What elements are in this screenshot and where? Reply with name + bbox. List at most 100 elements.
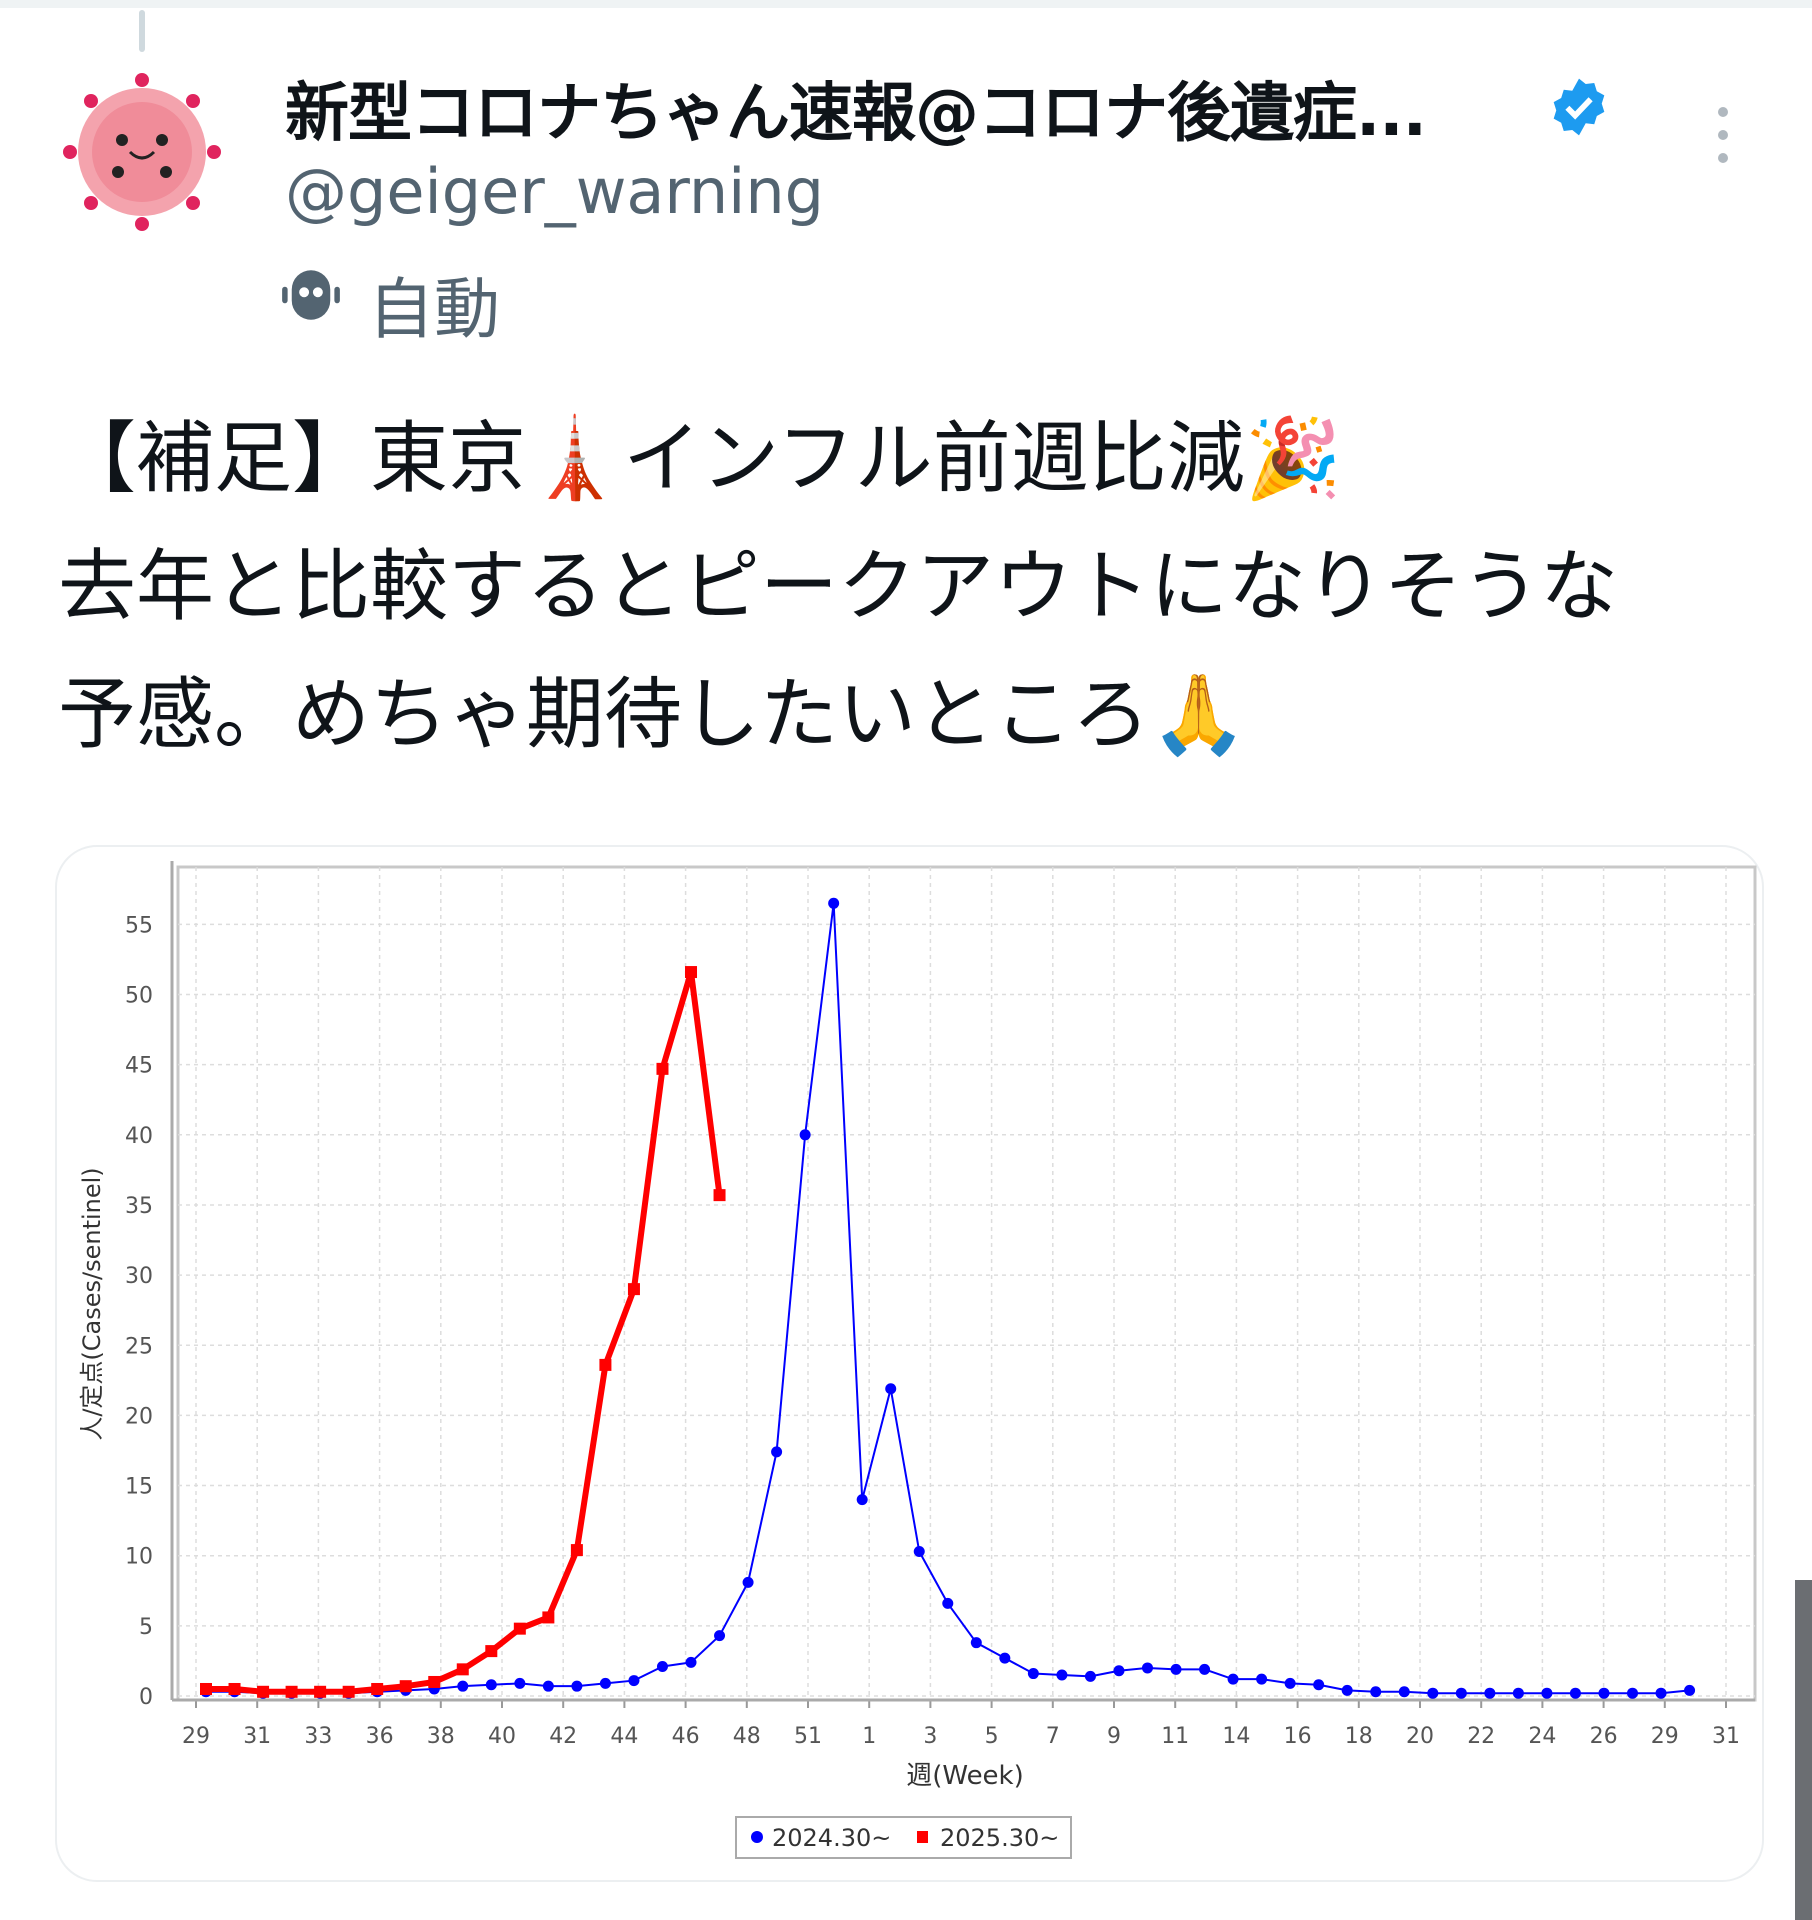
x-tick-label: 38 bbox=[427, 1724, 455, 1749]
tweet-line: 去年と比較するとピークアウトになりそうな bbox=[58, 542, 1619, 632]
data-point bbox=[1084, 1670, 1096, 1682]
data-point bbox=[513, 1622, 526, 1635]
data-point bbox=[656, 1661, 668, 1673]
data-point bbox=[628, 1675, 640, 1687]
x-axis-label: 週(Week) bbox=[906, 1761, 1024, 1791]
data-point bbox=[1027, 1668, 1039, 1680]
data-point bbox=[685, 966, 698, 979]
data-point bbox=[257, 1685, 270, 1698]
data-point bbox=[771, 1446, 783, 1458]
tweet-line: 【補足】東京🗼インフル前週比減🎉 bbox=[58, 414, 1342, 504]
data-point bbox=[1199, 1663, 1211, 1675]
data-point bbox=[999, 1652, 1011, 1664]
x-tick-label: 36 bbox=[366, 1724, 394, 1749]
data-point bbox=[399, 1680, 412, 1693]
chart-legend: 2024.30~ 2025.30~ bbox=[735, 1816, 1072, 1859]
scrollbar[interactable] bbox=[1795, 1580, 1812, 1920]
data-point bbox=[1113, 1665, 1125, 1677]
data-point bbox=[1341, 1684, 1353, 1696]
data-point bbox=[1512, 1687, 1524, 1699]
data-point bbox=[1598, 1687, 1610, 1699]
data-point bbox=[428, 1675, 441, 1688]
x-tick-label: 18 bbox=[1345, 1724, 1373, 1749]
data-point bbox=[314, 1685, 327, 1698]
y-tick-label: 30 bbox=[125, 1264, 153, 1289]
data-point bbox=[456, 1663, 469, 1676]
plot-area bbox=[176, 865, 1757, 1702]
data-point bbox=[200, 1682, 212, 1695]
legend-marker-2025 bbox=[917, 1831, 928, 1843]
y-tick-label: 45 bbox=[125, 1054, 153, 1079]
x-tick-label: 46 bbox=[672, 1724, 700, 1749]
data-point bbox=[627, 1283, 640, 1296]
x-tick-label: 5 bbox=[985, 1724, 999, 1749]
x-tick-label: 1 bbox=[862, 1724, 876, 1749]
x-tick-label: 40 bbox=[488, 1724, 516, 1749]
x-tick-label: 3 bbox=[923, 1724, 937, 1749]
data-point bbox=[571, 1680, 583, 1692]
legend-label-2025: 2025.30~ bbox=[940, 1824, 1059, 1852]
y-tick-label: 35 bbox=[125, 1194, 153, 1219]
data-point bbox=[913, 1545, 925, 1557]
x-tick-label: 48 bbox=[733, 1724, 761, 1749]
y-axis-label: 人/定点(Cases/sentinel) bbox=[78, 1167, 106, 1440]
x-tick-label: 42 bbox=[549, 1724, 577, 1749]
data-point bbox=[342, 1685, 355, 1698]
data-point bbox=[1684, 1684, 1696, 1696]
data-point bbox=[1541, 1687, 1553, 1699]
data-point bbox=[485, 1645, 498, 1658]
x-tick-label: 24 bbox=[1528, 1724, 1556, 1749]
data-point bbox=[1398, 1686, 1410, 1698]
verified-badge-icon bbox=[1553, 78, 1605, 136]
x-tick-label: 31 bbox=[1712, 1724, 1740, 1749]
more-vertical-icon[interactable] bbox=[1708, 100, 1738, 170]
data-point bbox=[1170, 1663, 1182, 1675]
data-point bbox=[1627, 1687, 1638, 1699]
data-point bbox=[942, 1597, 954, 1609]
data-point bbox=[570, 1544, 583, 1557]
data-point bbox=[599, 1358, 612, 1371]
data-point bbox=[1655, 1687, 1667, 1699]
tweet-line: 予感。めちゃ期待したいところ🙏 bbox=[58, 670, 1248, 760]
virus-mascot-avatar[interactable] bbox=[62, 72, 222, 232]
data-point bbox=[1484, 1687, 1496, 1699]
data-point bbox=[542, 1680, 554, 1692]
x-tick-label: 20 bbox=[1406, 1724, 1434, 1749]
x-tick-label: 14 bbox=[1222, 1724, 1250, 1749]
x-tick-label: 33 bbox=[304, 1724, 332, 1749]
x-tick-label: 16 bbox=[1284, 1724, 1312, 1749]
data-point bbox=[656, 1062, 669, 1075]
display-name[interactable]: 新型コロナちゃん速報@コロナ後遺症... bbox=[285, 77, 1427, 151]
y-tick-label: 0 bbox=[139, 1685, 153, 1710]
data-point bbox=[885, 1383, 897, 1395]
data-point bbox=[1455, 1687, 1467, 1699]
y-tick-label: 25 bbox=[125, 1334, 153, 1359]
user-handle[interactable]: @geiger_warning bbox=[285, 155, 824, 228]
data-point bbox=[714, 1630, 726, 1642]
data-point bbox=[970, 1637, 982, 1649]
y-tick-label: 20 bbox=[125, 1404, 153, 1429]
x-tick-label: 44 bbox=[610, 1724, 638, 1749]
x-tick-label: 9 bbox=[1107, 1724, 1121, 1749]
data-point bbox=[599, 1677, 611, 1689]
data-point bbox=[542, 1611, 555, 1624]
x-tick-label: 26 bbox=[1590, 1724, 1618, 1749]
y-tick-label: 50 bbox=[125, 984, 153, 1009]
data-point bbox=[828, 897, 840, 909]
data-point bbox=[685, 1656, 697, 1668]
data-point bbox=[1256, 1673, 1268, 1685]
top-divider bbox=[0, 0, 1812, 8]
data-point bbox=[713, 1189, 726, 1202]
data-point bbox=[799, 1129, 811, 1141]
robot-icon bbox=[282, 270, 340, 320]
x-tick-label: 31 bbox=[243, 1724, 271, 1749]
y-tick-label: 5 bbox=[139, 1615, 153, 1640]
tweet-text: 【補足】東京🗼インフル前週比減🎉 去年と比較するとピークアウトになりそうな 予感… bbox=[58, 395, 1618, 779]
data-point bbox=[1227, 1673, 1239, 1685]
y-tick-label: 15 bbox=[125, 1475, 153, 1500]
data-point bbox=[1056, 1669, 1068, 1681]
x-tick-label: 29 bbox=[1651, 1724, 1679, 1749]
data-point bbox=[742, 1576, 754, 1588]
y-tick-label: 10 bbox=[125, 1545, 153, 1570]
